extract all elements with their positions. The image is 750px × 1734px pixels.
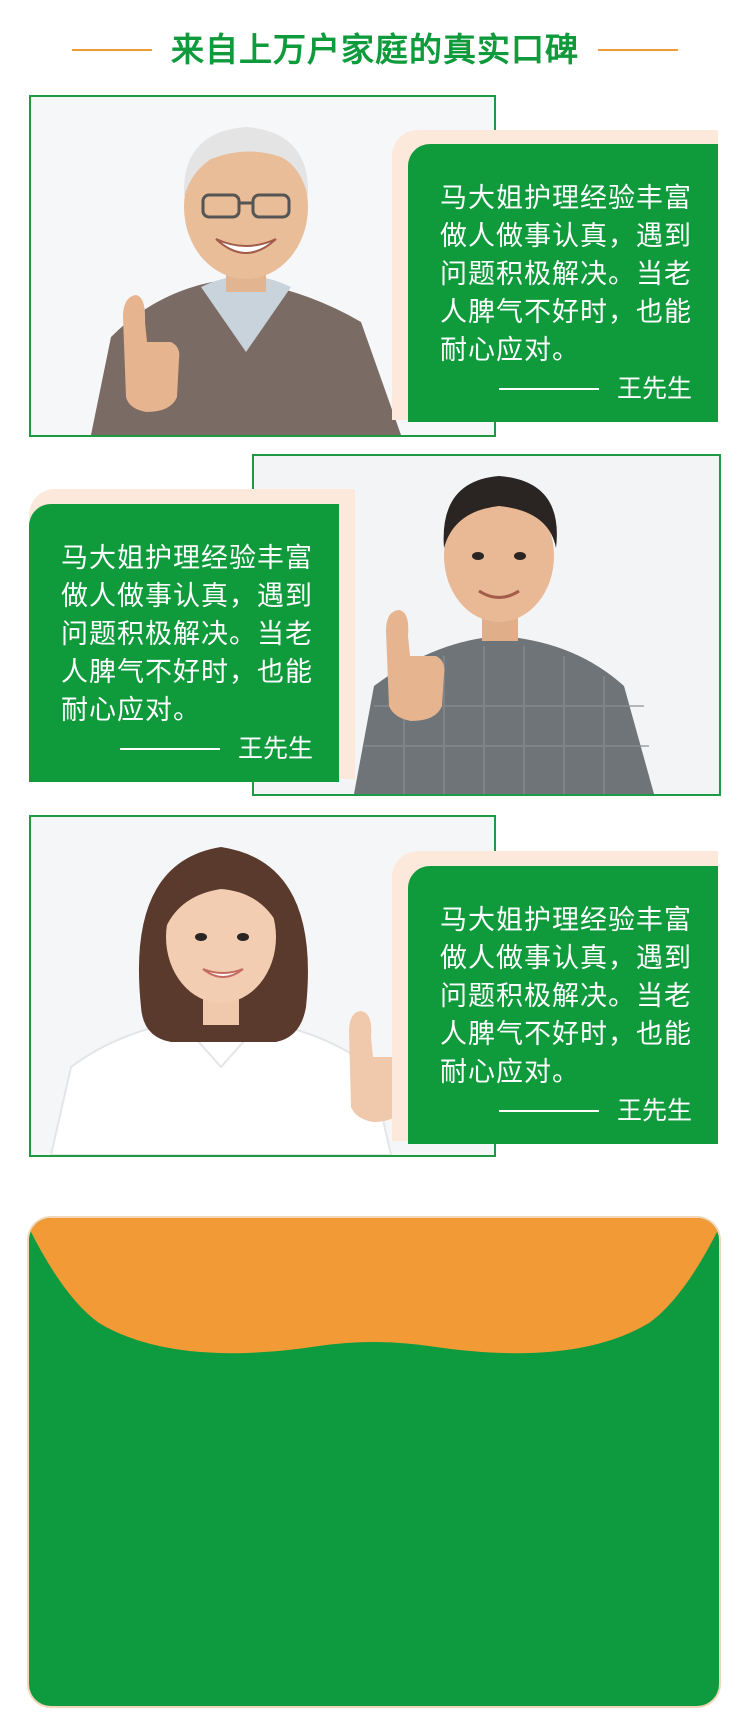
testimonial-quote-2: 马大姐护理经验丰富做人做事认真，遇到问题积极解决。当老人脾气不好时，也能耐心应对… [29, 504, 339, 782]
author-name: 王先生 [616, 1096, 692, 1125]
author-name: 王先生 [237, 734, 313, 763]
testimonial-photo-3 [29, 815, 496, 1157]
testimonial-quote-3: 马大姐护理经验丰富做人做事认真，遇到问题积极解决。当老人脾气不好时，也能耐心应对… [408, 866, 718, 1144]
testimonial-text: 马大姐护理经验丰富做人做事认真，遇到问题积极解决。当老人脾气不好时，也能耐心应对… [440, 183, 692, 366]
envelope-card [29, 1218, 719, 1706]
header-divider-left [72, 49, 152, 51]
author-dash [498, 1110, 599, 1112]
envelope-flap-decoration [29, 1218, 719, 1354]
testimonial-quote-1: 马大姐护理经验丰富做人做事认真，遇到问题积极解决。当老人脾气不好时，也能耐心应对… [408, 144, 718, 422]
testimonial-author: 王先生 [498, 1096, 692, 1126]
author-dash [498, 388, 599, 390]
author-dash [119, 748, 220, 750]
header-divider-right [598, 49, 678, 51]
testimonial-author: 王先生 [498, 374, 692, 404]
testimonial-text: 马大姐护理经验丰富做人做事认真，遇到问题积极解决。当老人脾气不好时，也能耐心应对… [440, 905, 692, 1088]
section-header: 来自上万户家庭的真实口碑 [0, 28, 750, 72]
testimonial-text: 马大姐护理经验丰富做人做事认真，遇到问题积极解决。当老人脾气不好时，也能耐心应对… [61, 543, 313, 726]
section-title: 来自上万户家庭的真实口碑 [171, 30, 579, 69]
author-name: 王先生 [616, 374, 692, 403]
testimonial-author: 王先生 [119, 734, 313, 764]
